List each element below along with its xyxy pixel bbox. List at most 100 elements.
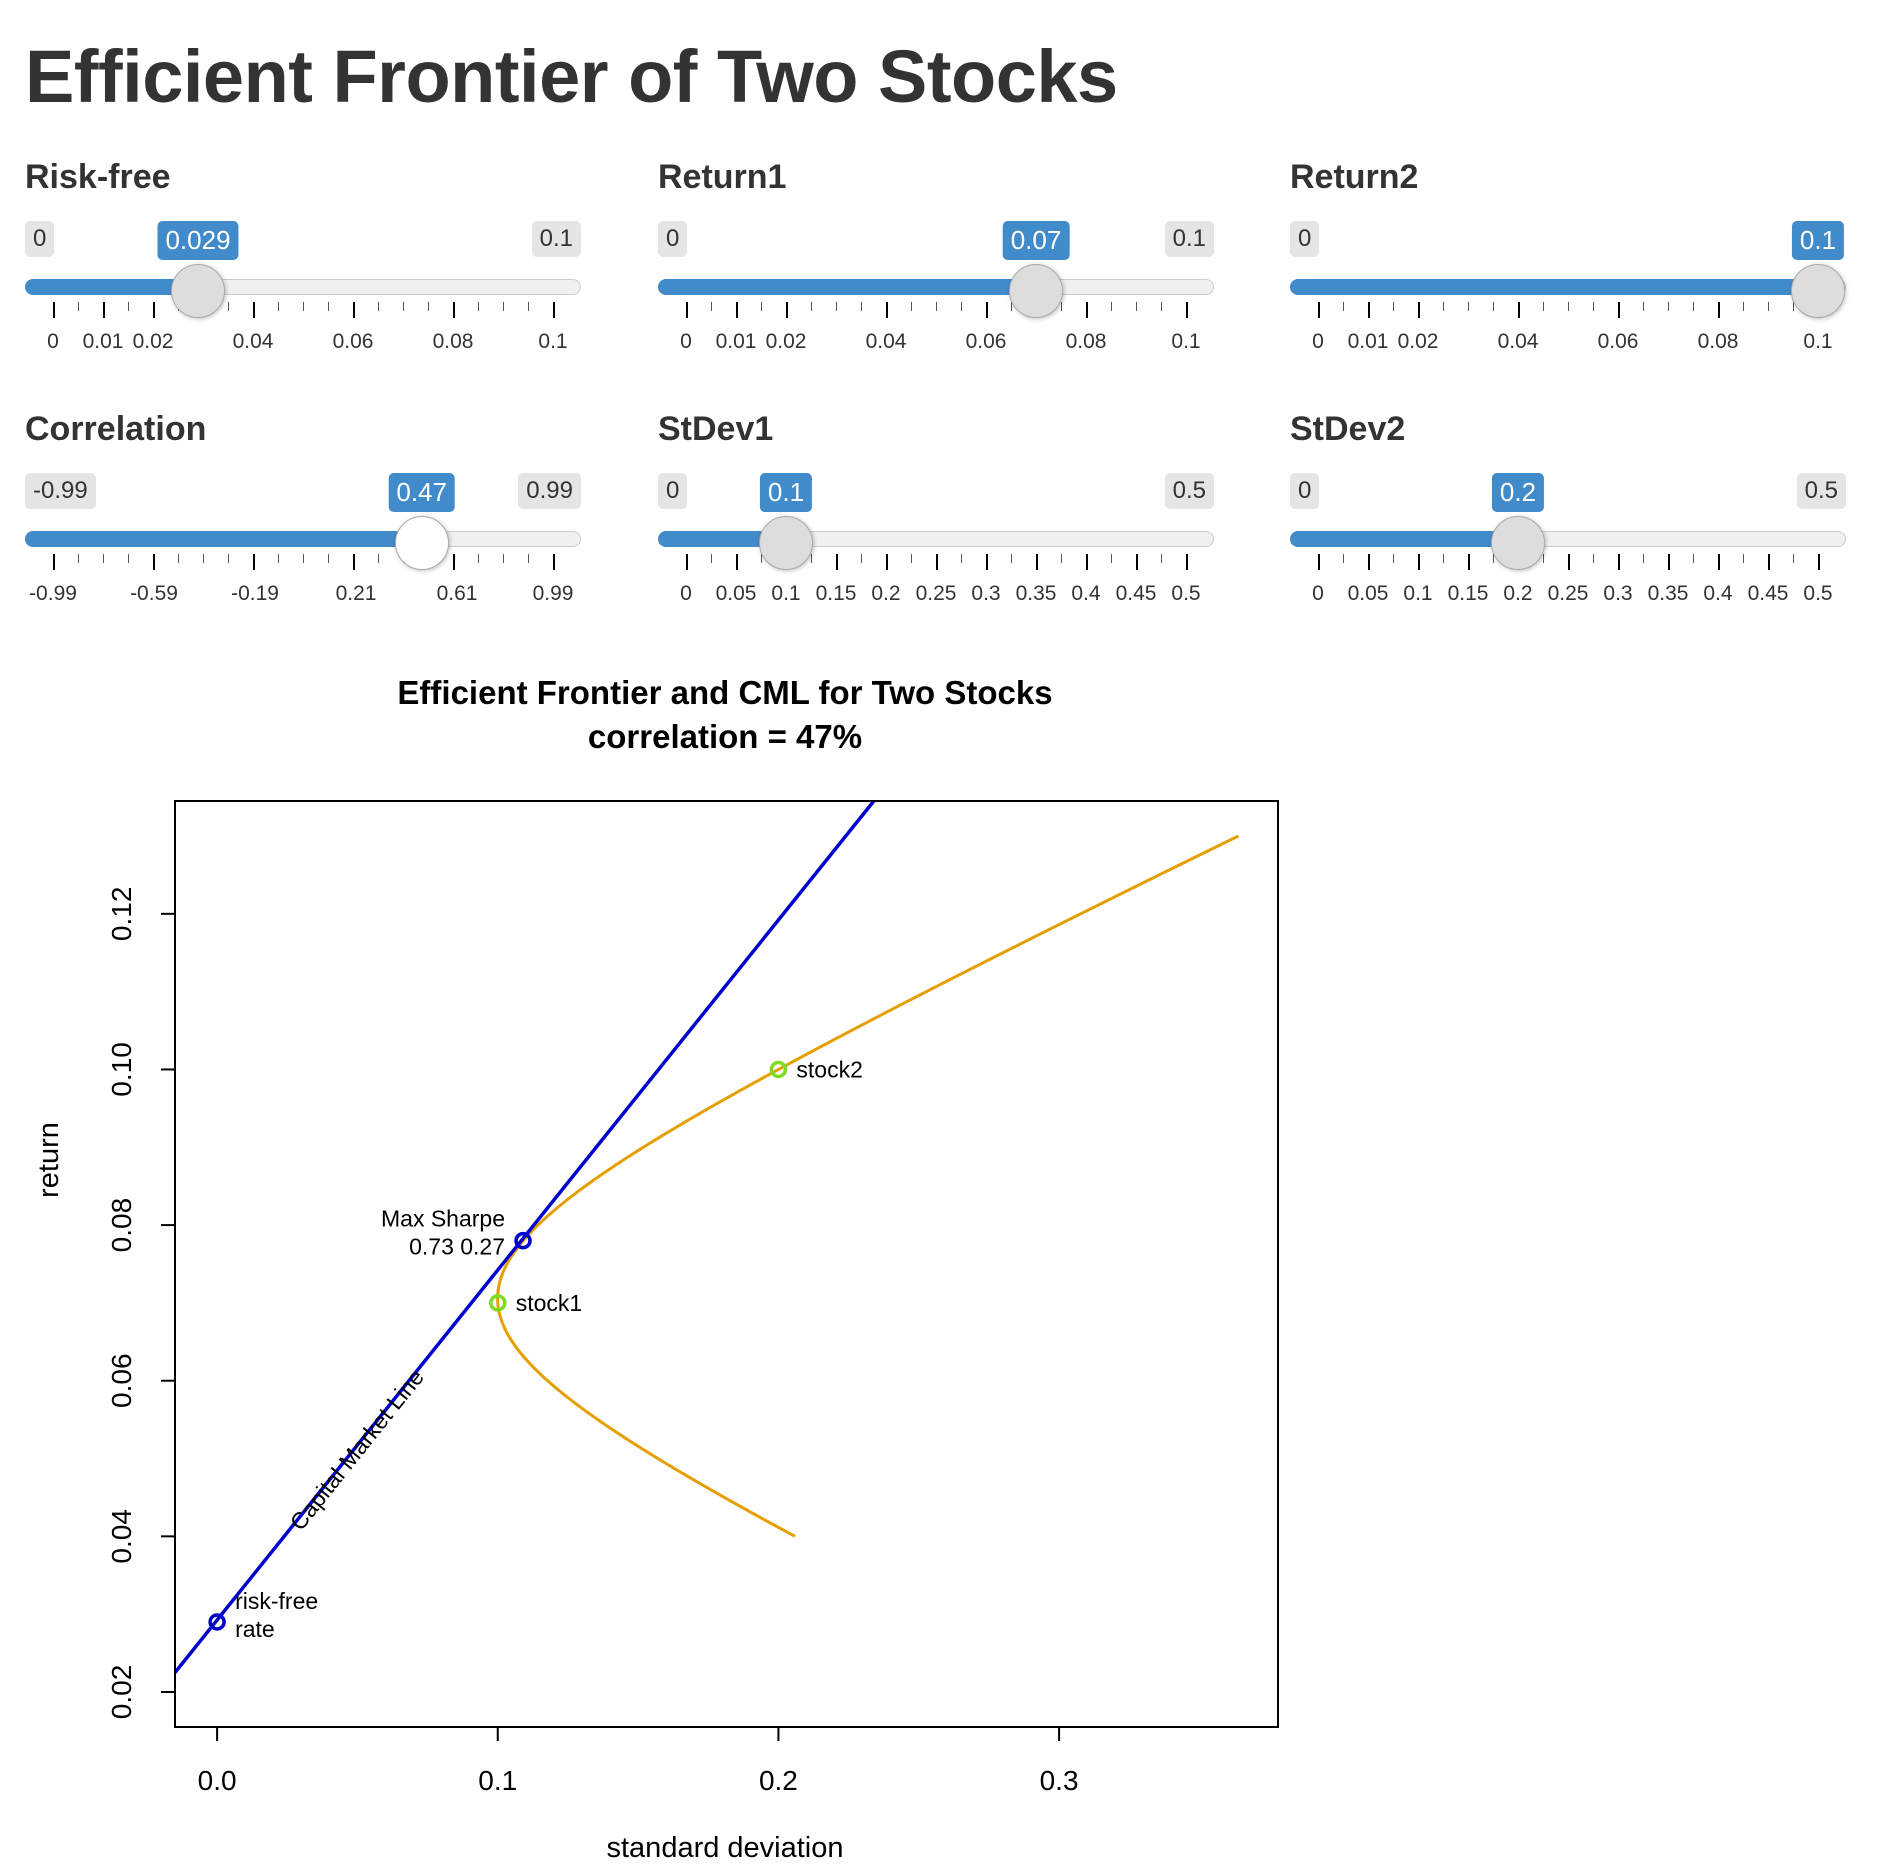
slider-min-label: 0 [1290, 473, 1320, 509]
tick-label: -0.59 [130, 582, 178, 605]
minor-tick [278, 302, 279, 311]
y-tick-label: 0.12 [106, 887, 137, 942]
major-tick [453, 554, 455, 570]
slider-stdev2: StDev2 0 0.5 0 0.05 0.1 0.15 0.2 0.25 0.3 0.35 0.4 0… [1290, 410, 1850, 610]
slider-min-label: 0 [658, 221, 688, 257]
slider-track-area[interactable]: 0 0 0.01 0.02 0.04 0.06 0.08 0.1 0.1 [1290, 208, 1850, 358]
slider-track-area[interactable]: -0.99 0.99 -0.99 -0.59 -0.19 0.21 0.61 0.99 0.47 [25, 460, 585, 610]
slider-label: StDev1 [658, 410, 774, 448]
major-tick [1718, 554, 1720, 570]
minor-tick [178, 554, 179, 563]
chart-title: Efficient Frontier and CML for Two Stock… [397, 674, 1052, 711]
tick-label: 0.08 [1065, 330, 1107, 353]
slider-track-area[interactable]: 0 0.1 0 0.01 0.02 0.04 0.06 0.08 0.1 0.07 [658, 208, 1218, 358]
slider-value-label: 0.2 [1491, 473, 1545, 512]
tick-label: 0.2 [871, 582, 901, 605]
slider-track-area[interactable]: 0 0.5 0 0.05 0.1 0.15 0.2 0.25 0.3 0.35 0.4 0.45 0.5… [1290, 460, 1850, 610]
tick-label: 0 [1312, 330, 1324, 353]
slider-handle[interactable] [171, 264, 225, 318]
slider-track-area[interactable]: 0 0.1 0 0.01 0.02 0.04 0.06 0.08 0.1 0.029 [25, 208, 585, 358]
minor-tick [378, 302, 379, 311]
x-tick-label: 0.3 [1040, 1765, 1079, 1796]
tick-label: 0.45 [1115, 582, 1157, 605]
minor-tick [203, 554, 204, 563]
minor-tick [1161, 302, 1162, 311]
slider-max-label: 0.5 [1164, 473, 1214, 509]
tick-label: 0.02 [765, 330, 807, 353]
minor-tick [711, 302, 712, 311]
max-sharpe-point [514, 1231, 532, 1250]
slider-fill [25, 531, 422, 547]
slider-risk-free: Risk-free 0 0.1 0 0.01 0.02 0.04 0.06 0.08 0.1 0.0… [25, 158, 585, 358]
minor-tick [103, 554, 104, 563]
major-tick [1186, 302, 1188, 318]
stock2-point [769, 1060, 788, 1079]
tick-label: 0.61 [436, 582, 478, 605]
minor-tick [1643, 554, 1644, 563]
slider-handle[interactable] [759, 516, 813, 570]
tick-label: 0.06 [332, 330, 374, 353]
minor-tick [1593, 554, 1594, 563]
slider-max-label: 0.99 [518, 473, 581, 509]
slider-handle[interactable] [1791, 264, 1845, 318]
tick-label: 0.3 [1603, 582, 1633, 605]
minor-tick [961, 554, 962, 563]
major-tick [1418, 554, 1420, 570]
slider-handle[interactable] [1009, 264, 1063, 318]
slider-value-label: 0.1 [759, 473, 813, 512]
tick-label: 0.25 [1547, 582, 1589, 605]
slider-handle[interactable] [394, 516, 449, 570]
major-tick [1718, 302, 1720, 318]
chart-subtitle: correlation = 47% [588, 718, 862, 755]
major-tick [736, 554, 738, 570]
y-tick-label: 0.10 [106, 1042, 137, 1097]
minor-tick [128, 554, 129, 563]
minor-tick [303, 554, 304, 563]
slider-track-area[interactable]: 0 0.5 0 0.05 0.1 0.15 0.2 0.25 0.3 0.35 0.4 0.45 0.5… [658, 460, 1218, 610]
major-tick [1368, 302, 1370, 318]
minor-tick [1643, 302, 1644, 311]
max-sharpe-label: Max Sharpe [381, 1206, 505, 1232]
major-tick [553, 554, 555, 570]
tick-label: 0.01 [82, 330, 124, 353]
slider-value-label: 0.47 [388, 473, 455, 512]
stock1-label: stock1 [516, 1290, 582, 1316]
minor-tick [936, 302, 937, 311]
minor-tick [1343, 302, 1344, 311]
tick-label: 0 [47, 330, 59, 353]
major-tick [686, 554, 688, 570]
slider-handle[interactable] [1491, 516, 1545, 570]
slider-value-label: 0.1 [1791, 221, 1845, 260]
major-tick [1136, 554, 1138, 570]
minor-tick [1593, 302, 1594, 311]
minor-tick [478, 302, 479, 311]
tick-label: 0.5 [1803, 582, 1833, 605]
minor-tick [528, 554, 529, 563]
minor-tick [1793, 554, 1794, 563]
minor-tick [811, 302, 812, 311]
minor-tick [378, 554, 379, 563]
tick-label: 0.02 [132, 330, 174, 353]
major-tick [53, 554, 55, 570]
minor-tick [228, 554, 229, 563]
minor-tick [1136, 302, 1137, 311]
minor-tick [478, 554, 479, 563]
tick-label: 0.04 [232, 330, 274, 353]
major-tick [1036, 554, 1038, 570]
major-tick [886, 302, 888, 318]
minor-tick [1743, 554, 1744, 563]
cml-label: Capital Market Line [285, 1364, 429, 1535]
major-tick [1318, 554, 1320, 570]
frontier-chart: Efficient Frontier and CML for Two Stock… [33, 674, 1279, 1864]
y-tick-label: 0.08 [106, 1198, 137, 1253]
x-tick-label: 0.1 [478, 1765, 517, 1796]
tick-label: 0.1 [1171, 330, 1201, 353]
plot-frame [174, 800, 1279, 1728]
minor-tick [961, 302, 962, 311]
minor-tick [861, 554, 862, 563]
major-tick [1086, 554, 1088, 570]
y-tick-label: 0.04 [106, 1509, 137, 1564]
slider-label: Return2 [1290, 158, 1419, 196]
tick-label: 0 [680, 330, 692, 353]
tick-label: 0.45 [1747, 582, 1789, 605]
